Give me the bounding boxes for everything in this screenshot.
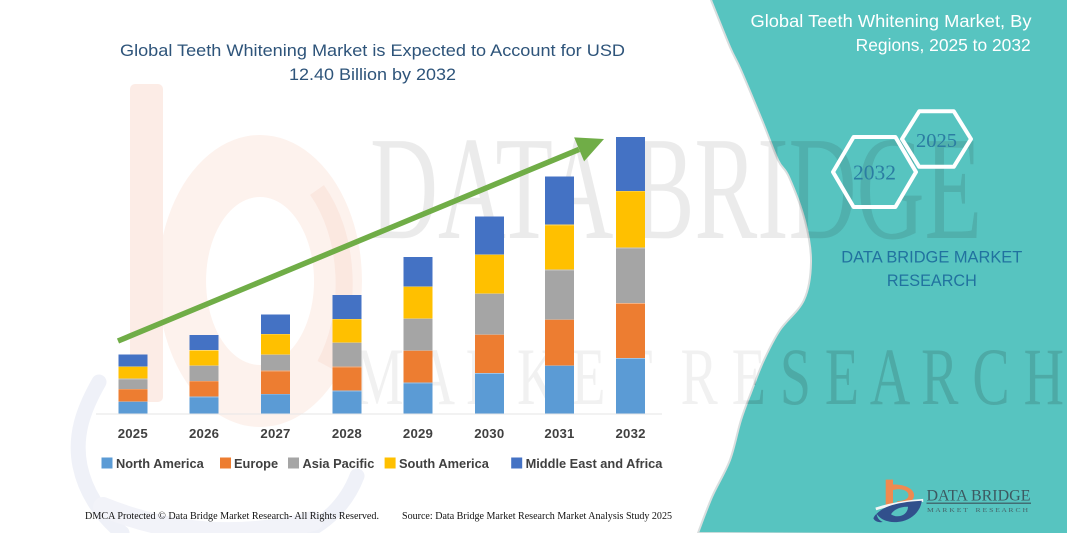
svg-text:2032: 2032 (853, 161, 896, 185)
svg-text:DMCA Protected © Data Bridge M: DMCA Protected © Data Bridge Market Rese… (85, 511, 379, 522)
svg-text:2029: 2029 (403, 426, 433, 441)
svg-text:Middle East and Africa: Middle East and Africa (526, 456, 664, 471)
svg-text:M A R K E T R E S E A R C H: M A R K E T R E S E A R C H (354, 331, 1064, 422)
svg-text:2025: 2025 (916, 130, 957, 152)
svg-text:Global Teeth Whitening Market: Global Teeth Whitening Market is Expecte… (120, 41, 625, 60)
svg-text:M A R K E T R E S E A R C H: M A R K E T R E S E A R C H (927, 507, 1028, 514)
svg-text:Regions, 2025 to 2032: Regions, 2025 to 2032 (856, 35, 1031, 55)
svg-text:Europe: Europe (234, 456, 278, 471)
svg-text:North America: North America (116, 456, 205, 471)
svg-text:2028: 2028 (332, 426, 362, 441)
svg-text:Source: Data Bridge Market Res: Source: Data Bridge Market Research Mark… (402, 511, 672, 522)
svg-text:12.40 Billion by 2032: 12.40 Billion by 2032 (289, 65, 456, 84)
svg-text:DATA BRIDGE MARKET: DATA BRIDGE MARKET (841, 249, 1022, 267)
svg-text:DATA BRIDGE: DATA BRIDGE (927, 486, 1031, 504)
svg-text:2031: 2031 (544, 426, 574, 441)
svg-text:DATA BRIDGE: DATA BRIDGE (370, 107, 982, 271)
svg-text:2025: 2025 (118, 426, 148, 441)
svg-text:2026: 2026 (189, 426, 219, 441)
svg-text:South America: South America (399, 456, 490, 471)
svg-text:2030: 2030 (474, 426, 504, 441)
svg-text:2032: 2032 (616, 426, 646, 441)
svg-text:2027: 2027 (260, 426, 290, 441)
svg-text:RESEARCH: RESEARCH (887, 272, 977, 290)
svg-text:Global Teeth Whitening Market,: Global Teeth Whitening Market, By (751, 11, 1032, 31)
svg-text:Asia Pacific: Asia Pacific (303, 456, 375, 471)
